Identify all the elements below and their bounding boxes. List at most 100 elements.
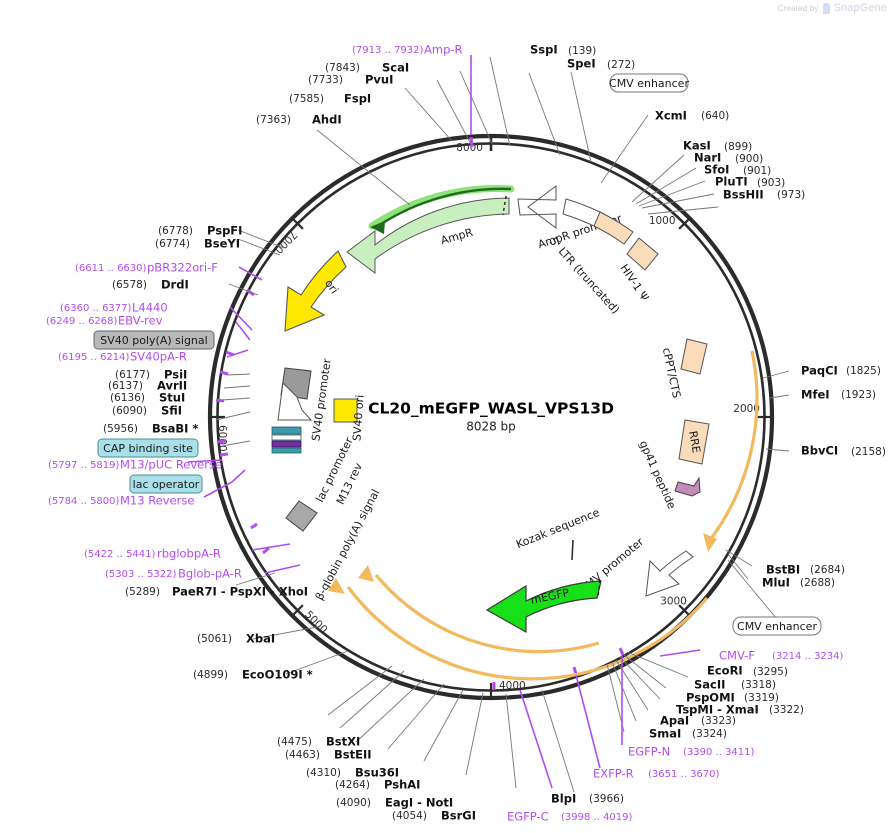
site-name[interactable]: TspMI - XmaI <box>676 703 759 717</box>
site-name[interactable]: SfiI <box>161 404 182 418</box>
boxed-label-lac-operator[interactable]: lac operator <box>129 474 203 494</box>
site-name[interactable]: DrdI <box>161 278 189 292</box>
site-pos: (4475) <box>277 736 312 748</box>
site-name[interactable]: SspI <box>530 43 558 57</box>
site-name[interactable]: Amp-R <box>424 43 463 57</box>
site-name[interactable]: XcmI <box>655 109 687 123</box>
site-pos: (5956) <box>103 423 138 435</box>
site-name[interactable]: BlpI <box>551 792 576 806</box>
feature-label-ampr: AmpR <box>439 226 475 248</box>
site-pos: (3214 .. 3234) <box>772 651 844 662</box>
site-name[interactable]: PsiI <box>164 368 187 382</box>
site-name[interactable]: EcoO109I * <box>242 668 313 682</box>
site-name[interactable]: M13/pUC Reverse <box>120 458 222 472</box>
site-name[interactable]: SfoI <box>704 163 729 177</box>
site-name[interactable]: AvrII <box>157 379 187 393</box>
feature-ampr[interactable]: AmpR <box>346 185 515 274</box>
site-pos: (2688) <box>800 577 835 589</box>
site-name[interactable]: BstEII <box>334 748 372 762</box>
site-name[interactable]: SV40pA-R <box>130 350 187 364</box>
site-name[interactable]: SacII <box>694 678 725 692</box>
feature-sv40-ori[interactable]: SV40 ori <box>333 394 367 442</box>
site-pos: (3390 .. 3411) <box>683 747 755 758</box>
site-name[interactable]: ScaI <box>382 61 409 75</box>
site-name[interactable]: PaqCI <box>801 364 838 378</box>
page-title: CL20_mEGFP_WASL_VPS13D <box>368 400 614 418</box>
site-pos: (3324) <box>692 728 727 740</box>
site-pos: (4310) <box>306 767 341 779</box>
snapgene-watermark: Created by SnapGene <box>777 2 887 14</box>
site-name[interactable]: SpeI <box>567 57 596 71</box>
site-name[interactable]: EcoRI <box>707 664 743 678</box>
boxed-label-text: lac operator <box>133 478 200 491</box>
site-pos: (4054) <box>392 810 427 822</box>
site-name[interactable]: PspFI <box>207 224 242 238</box>
site-name[interactable]: MluI <box>762 576 790 590</box>
boxed-label-sv40-polya-signal[interactable]: SV40 poly(A) signal <box>93 330 215 350</box>
site-pos: (139) <box>568 45 596 57</box>
feature-rre[interactable]: RRE <box>678 419 710 465</box>
site-pos: (6249 .. 6268) <box>46 316 118 327</box>
site-name[interactable]: PshAI <box>384 778 420 792</box>
site-name[interactable]: EBV-rev <box>118 314 163 328</box>
site-name[interactable]: BseYI <box>204 237 240 251</box>
site-pos: (2684) <box>810 564 845 576</box>
feature-label-sv40-promoter: SV40 promoter <box>309 357 333 442</box>
snapgene-logo-icon <box>822 2 830 14</box>
site-pos: (6578) <box>112 279 147 291</box>
site-name[interactable]: EGFP-N <box>628 745 670 759</box>
site-name[interactable]: ApaI <box>660 714 689 728</box>
site-name[interactable]: PluTI <box>715 175 748 189</box>
feature-kozak-sequence[interactable]: Kozak sequence <box>514 506 602 561</box>
site-pos: (1825) <box>846 365 881 377</box>
site-name[interactable]: PspOMI <box>686 691 735 705</box>
site-name[interactable]: BsrGI <box>441 809 476 823</box>
site-label-group-top-right: SspI (139) SpeI (272) XcmI (640) KasI (8… <box>530 43 805 202</box>
feature-megfp[interactable]: mEGFP <box>485 579 602 634</box>
site-name[interactable]: StuI <box>159 391 185 405</box>
site-name[interactable]: MfeI <box>801 388 830 402</box>
site-label-group-bottom: BlpI (3966) EGFP-C (3998 .. 4019) (4054)… <box>277 735 633 824</box>
site-name[interactable]: CMV-F <box>719 649 755 663</box>
site-pos: (7913 .. 7932) <box>352 45 424 56</box>
ruler-tick-label: 7000 <box>272 228 299 255</box>
site-pos: (6360 .. 6377) <box>60 303 132 314</box>
site-name[interactable]: rbglobpA-R <box>157 547 221 561</box>
site-name[interactable]: PaeR7I - PspXI - XhoI <box>172 585 308 599</box>
site-name[interactable]: KasI <box>683 139 711 153</box>
site-name[interactable]: EGFP-C <box>507 810 549 824</box>
site-name[interactable]: BbvCI <box>801 444 838 458</box>
site-pos: (5784 .. 5800) <box>48 496 120 507</box>
boxed-label-cmv-enhancer-bottom[interactable]: CMV enhancer <box>732 616 822 636</box>
boxed-label-text: CAP binding site <box>103 442 193 455</box>
site-name[interactable]: BsaBI * <box>152 422 198 436</box>
site-name[interactable]: XbaI <box>246 632 275 646</box>
site-name[interactable]: NarI <box>694 151 721 165</box>
site-name[interactable]: pBR322ori-F <box>147 261 218 275</box>
site-pos: (3998 .. 4019) <box>561 812 633 823</box>
site-pos: (900) <box>735 153 763 165</box>
site-name[interactable]: L4440 <box>132 301 168 315</box>
boxed-label-cmv-enhancer-top[interactable]: CMV enhancer <box>609 73 689 93</box>
feature-cppt-cts[interactable]: cPPT/CTS <box>660 338 708 399</box>
boxed-label-cap-binding-site[interactable]: CAP binding site <box>97 438 199 458</box>
site-pos: (7363) <box>256 114 291 126</box>
site-name[interactable]: BssHII <box>723 188 764 202</box>
feature-ori[interactable]: ori <box>284 250 347 332</box>
site-name[interactable]: EXFP-R <box>593 767 634 781</box>
site-name[interactable]: FspI <box>344 92 371 106</box>
site-name[interactable]: BstBI <box>766 563 800 577</box>
site-name[interactable]: Bsu36I <box>355 766 399 780</box>
primer-arcs <box>328 350 759 681</box>
site-name[interactable]: EagI - NotI <box>385 796 453 810</box>
ruler-tick-1000: 1000 <box>649 215 691 230</box>
site-pos: (7733) <box>308 74 343 86</box>
site-pos: (4090) <box>336 797 371 809</box>
site-name[interactable]: AhdI <box>312 113 342 127</box>
site-name[interactable]: PvuI <box>365 73 393 87</box>
site-name[interactable]: BstXI <box>326 735 360 749</box>
site-name[interactable]: M13 Reverse <box>120 494 194 508</box>
site-name[interactable]: Bglob-pA-R <box>178 567 242 581</box>
site-name[interactable]: SmaI <box>649 727 681 741</box>
